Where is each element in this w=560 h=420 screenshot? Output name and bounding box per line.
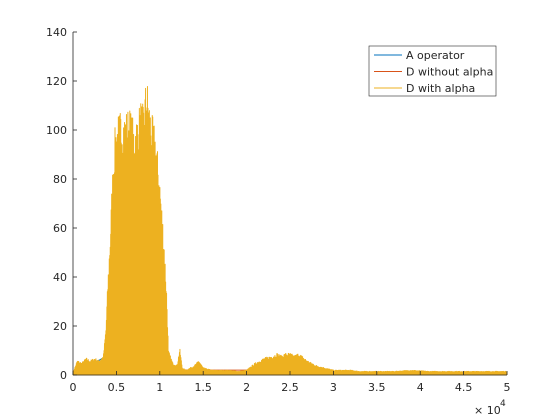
legend-label: D with alpha xyxy=(406,82,475,95)
x-tick-label: 3 xyxy=(330,381,337,394)
x-tick-label: 2 xyxy=(243,381,250,394)
x-exponent-power: 4 xyxy=(500,399,506,409)
y-tick-label: 120 xyxy=(46,75,67,88)
y-tick-label: 80 xyxy=(53,173,67,186)
x-exponent-label: × 10 4 xyxy=(474,399,506,417)
x-tick-label: 1 xyxy=(156,381,163,394)
y-axis-ticks: 0 20 40 60 80 100 120 140 xyxy=(46,26,77,382)
series-layer xyxy=(72,86,508,376)
x-tick-label: 3.5 xyxy=(368,381,386,394)
legend: A operator D without alpha D with alpha xyxy=(368,45,497,97)
x-tick-label: 2.5 xyxy=(281,381,299,394)
legend-label: D without alpha xyxy=(406,66,493,79)
legend-entries: A operator D without alpha D with alpha xyxy=(374,49,493,95)
series-line-3 xyxy=(72,86,508,376)
x-tick-label: 0 xyxy=(70,381,77,394)
y-tick-label: 100 xyxy=(46,124,67,137)
legend-label: A operator xyxy=(406,49,465,62)
y-tick-label: 60 xyxy=(53,222,67,235)
x-tick-label: 0.5 xyxy=(108,381,126,394)
x-axis-ticks: 0 0.5 1 1.5 2 2.5 3 3.5 4 4.5 5 xyxy=(70,371,511,394)
x-tick-label: 5 xyxy=(504,381,511,394)
x-tick-label: 4.5 xyxy=(455,381,473,394)
y-tick-label: 0 xyxy=(60,369,67,382)
x-tick-label: 4 xyxy=(417,381,424,394)
y-tick-label: 40 xyxy=(53,271,67,284)
y-tick-label: 140 xyxy=(46,26,67,39)
x-tick-label: 1.5 xyxy=(194,381,212,394)
x-exponent-base: × 10 xyxy=(474,404,501,417)
y-tick-label: 20 xyxy=(53,320,67,333)
